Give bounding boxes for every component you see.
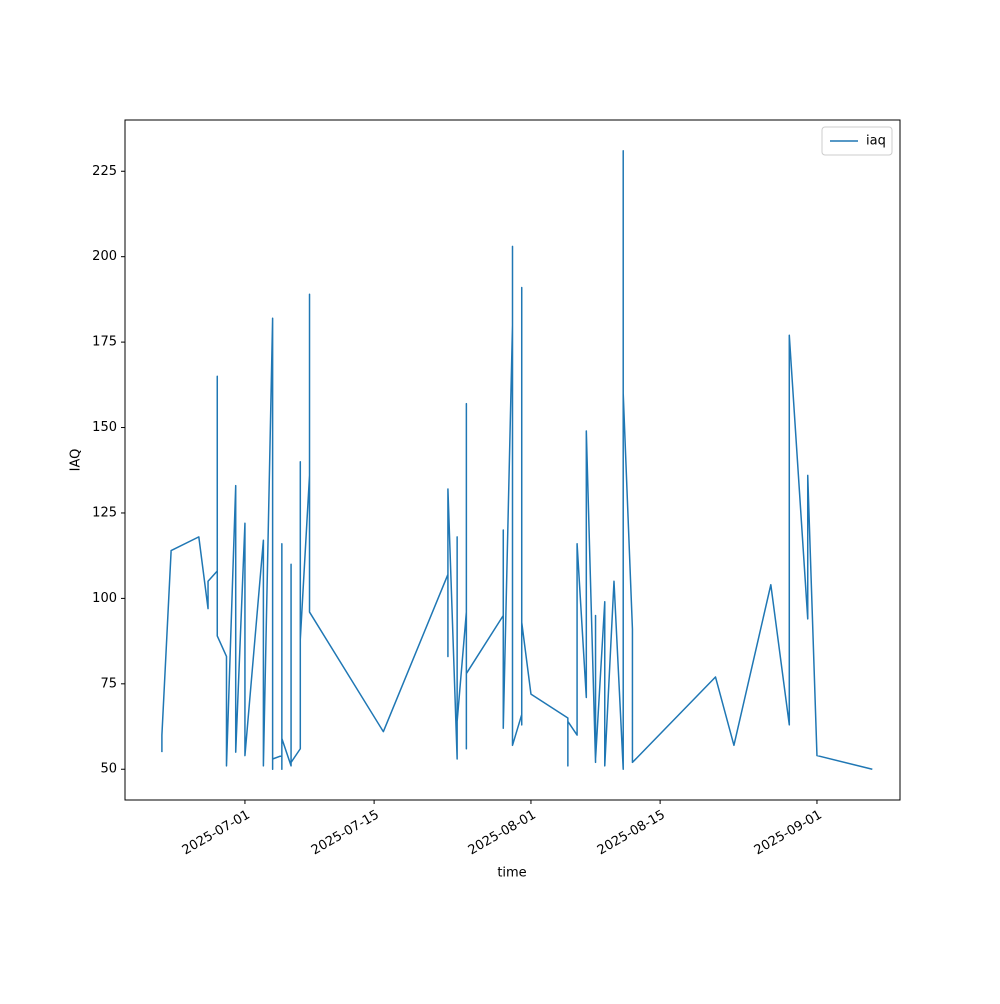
y-axis-label: IAQ — [69, 449, 84, 472]
y-tick-label: 150 — [92, 420, 117, 435]
x-tick-label: 2025-08-15 — [595, 808, 668, 859]
x-axis-label: time — [497, 866, 526, 881]
y-tick-label: 125 — [92, 505, 117, 520]
y-tick-label: 75 — [100, 676, 117, 691]
x-tick-label: 2025-07-15 — [309, 808, 382, 859]
y-tick-label: 100 — [92, 591, 117, 606]
y-tick-label: 50 — [100, 762, 117, 777]
plot-frame — [124, 119, 901, 801]
y-tick-label: 225 — [92, 164, 117, 179]
data-line — [161, 150, 873, 770]
x-tick-label: 2025-09-01 — [752, 808, 825, 859]
x-tick-label: 2025-07-01 — [180, 808, 253, 859]
y-tick-label: 175 — [92, 335, 117, 350]
y-tick-label: 200 — [92, 249, 117, 264]
legend-label: iaq — [866, 134, 886, 149]
x-tick-label: 2025-08-01 — [466, 808, 539, 859]
